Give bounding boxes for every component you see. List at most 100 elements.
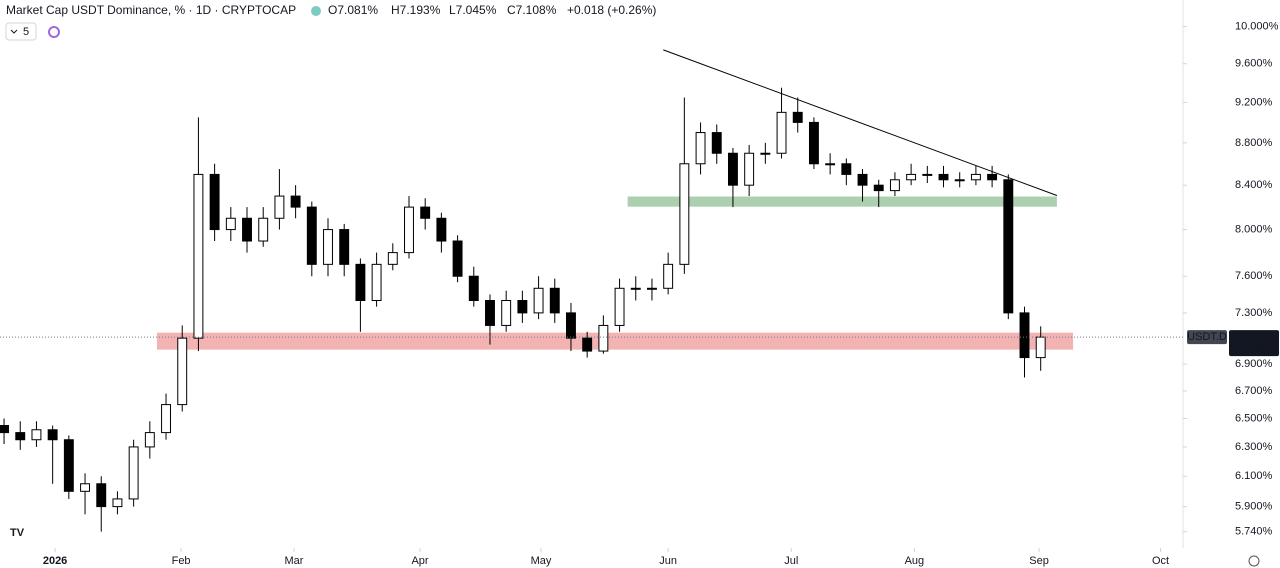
- candle-body: [857, 173, 868, 186]
- y-tick-label: 6.700%: [1235, 385, 1273, 397]
- symbol-tag: [1187, 330, 1227, 345]
- indicator-count: 5: [23, 26, 29, 38]
- candle-body: [987, 173, 998, 181]
- candle-body: [47, 429, 58, 441]
- chart-title: Market Cap USDT Dominance, % · 1D · CRYP…: [6, 3, 296, 17]
- ohlc-close: C7.108%: [507, 3, 557, 17]
- candle-body: [193, 173, 204, 339]
- candle-body: [0, 425, 10, 434]
- symbol-tag-label: USDT.D: [1187, 331, 1227, 343]
- candle-body: [598, 324, 609, 352]
- candle-body: [808, 121, 819, 165]
- ohlc-open: O7.081%: [328, 3, 378, 17]
- candle-body: [1035, 336, 1046, 359]
- y-tick-label: 6.500%: [1235, 412, 1273, 424]
- candle-body: [144, 432, 155, 448]
- y-tick-label: 6.900%: [1235, 358, 1273, 370]
- x-tick-label: May: [531, 555, 552, 567]
- candle-body: [15, 432, 26, 441]
- candle-body: [80, 483, 90, 492]
- candle-body: [485, 300, 495, 326]
- x-tick-label: Apr: [411, 555, 428, 567]
- candle-body: [906, 173, 917, 181]
- countdown: 07:56:05: [1234, 343, 1277, 355]
- status-dot: [311, 6, 321, 16]
- x-tick-label: Oct: [1152, 555, 1169, 567]
- candle-body: [339, 229, 350, 265]
- trendline: [663, 49, 1058, 196]
- candle-body: [630, 287, 641, 290]
- candle-body: [792, 111, 803, 123]
- zone: [156, 332, 1074, 350]
- candle-body: [225, 217, 236, 231]
- candle-body: [614, 287, 625, 326]
- candle-body: [436, 217, 447, 242]
- candle-body: [404, 206, 414, 254]
- price-tag: [1229, 330, 1279, 357]
- candle-body: [290, 195, 301, 208]
- y-tick-label: 8.000%: [1235, 223, 1273, 235]
- candle-body: [1019, 312, 1030, 359]
- candle-body: [517, 300, 528, 314]
- candle-body: [954, 179, 965, 182]
- y-tick-label: 9.200%: [1235, 96, 1273, 108]
- chevron: [10, 29, 18, 34]
- x-tick-label: 2026: [43, 555, 67, 567]
- candle-body: [663, 263, 674, 289]
- logo: TV: [10, 527, 25, 539]
- indicator-toggle[interactable]: [5, 22, 37, 41]
- candle-body: [128, 446, 139, 500]
- candle-body: [711, 132, 722, 154]
- candle-body: [647, 287, 657, 290]
- candle-body: [533, 287, 544, 314]
- candle-body: [501, 300, 512, 326]
- ohlc-low: L7.045%: [449, 3, 497, 17]
- ohlc-high: H7.193%: [391, 3, 441, 17]
- candle-body: [841, 163, 852, 175]
- indicator-icon[interactable]: [48, 26, 60, 38]
- candle-body: [825, 163, 836, 166]
- y-tick-label: 6.300%: [1235, 441, 1273, 453]
- candle-body: [760, 152, 771, 155]
- y-tick-label: 5.900%: [1235, 501, 1273, 513]
- ohlc-change: +0.018 (+0.26%): [567, 3, 656, 17]
- candle-body: [371, 263, 382, 302]
- candle-body: [679, 163, 690, 265]
- x-tick-label: Mar: [285, 555, 304, 567]
- candle-body: [566, 312, 576, 339]
- candle-body: [177, 337, 188, 406]
- candle-body: [873, 184, 884, 192]
- y-tick-label: 9.600%: [1235, 58, 1273, 70]
- y-tick-label: 8.400%: [1235, 179, 1273, 191]
- candle-body: [242, 217, 252, 242]
- x-tick-label: Aug: [905, 555, 925, 567]
- candle-body: [306, 206, 317, 265]
- candle-body: [31, 429, 42, 441]
- settings-icon[interactable]: [1248, 555, 1260, 567]
- candle-body: [323, 229, 333, 265]
- candle-body: [468, 275, 479, 302]
- y-tick-label: 6.100%: [1235, 470, 1273, 482]
- candle-body: [209, 173, 220, 231]
- candle-body: [727, 152, 738, 186]
- x-tick-label: Jul: [784, 555, 798, 567]
- candle-body: [96, 483, 107, 508]
- zone: [627, 196, 1057, 207]
- candle-body: [112, 498, 123, 508]
- candle-body: [387, 252, 398, 265]
- candle-body: [970, 173, 981, 181]
- candle-body: [355, 263, 366, 302]
- candle-body: [452, 240, 463, 277]
- candle-body: [420, 206, 431, 219]
- x-tick-label: Sep: [1029, 555, 1049, 567]
- candle-body: [258, 217, 269, 242]
- candle-body: [582, 337, 593, 352]
- x-tick-label: Jun: [659, 555, 677, 567]
- candle-body: [549, 287, 560, 314]
- y-tick-label: 10.000%: [1235, 20, 1279, 32]
- y-tick-label: 8.800%: [1235, 137, 1273, 149]
- candle-body: [776, 111, 787, 154]
- y-tick-label: 5.740%: [1235, 526, 1273, 538]
- candle-body: [938, 173, 949, 181]
